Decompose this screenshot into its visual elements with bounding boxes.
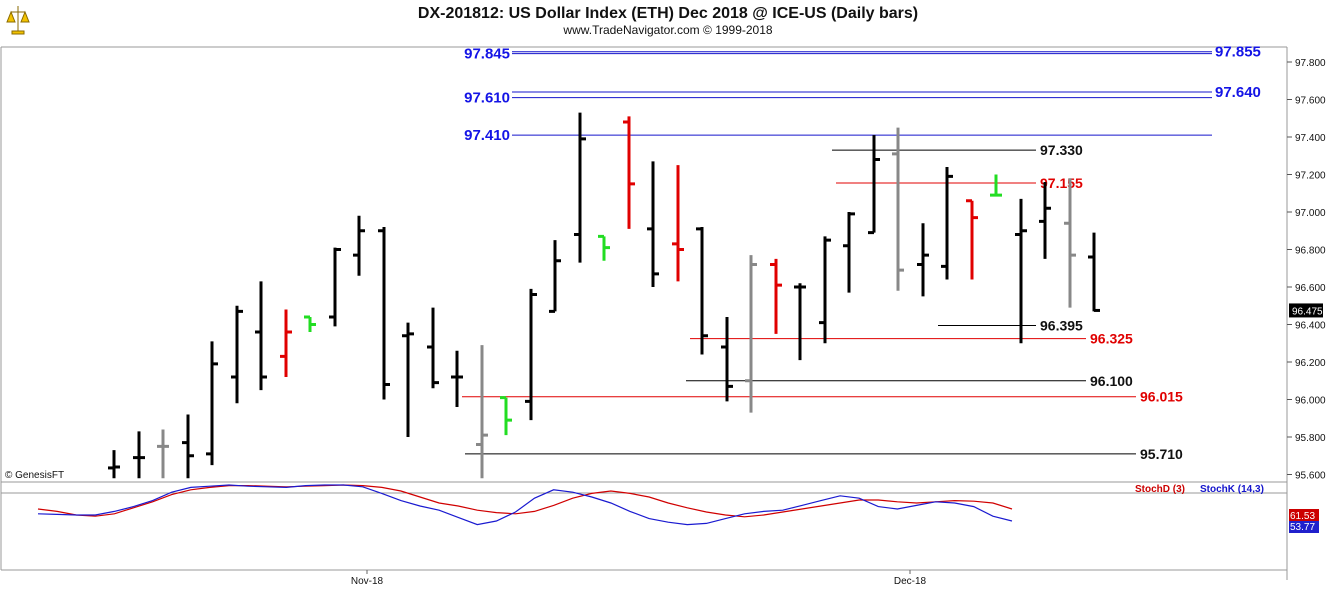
y-tick-label: 95.600 (1295, 471, 1326, 482)
ohlc-bar (990, 174, 1002, 197)
ohlc-bar (500, 396, 512, 436)
y-tick-label: 96.200 (1295, 358, 1326, 369)
price-bars (108, 112, 1100, 479)
level-label: 97.330 (1040, 142, 1083, 158)
ohlc-bar (157, 429, 169, 479)
ohlc-bar (206, 341, 218, 466)
ohlc-bar (231, 305, 243, 404)
stoch-k-value: 53.77 (1290, 522, 1315, 533)
ohlc-bar (868, 135, 880, 235)
ohlc-bar (941, 167, 953, 280)
ohlc-bar (476, 345, 488, 479)
level-label: 96.395 (1040, 317, 1083, 333)
ohlc-bar (108, 450, 120, 479)
ohlc-bar (917, 223, 929, 297)
level-label: 96.100 (1090, 373, 1133, 389)
ohlc-bar (1088, 232, 1100, 312)
x-tick-nov: Nov-18 (351, 576, 384, 587)
ohlc-bar (549, 240, 561, 313)
ohlc-bar (402, 322, 414, 437)
level-label: 96.015 (1140, 389, 1183, 405)
ohlc-bar (721, 317, 733, 402)
y-tick-label: 95.800 (1295, 433, 1326, 444)
chart-title: DX-201812: US Dollar Index (ETH) Dec 201… (418, 5, 918, 22)
level-label: 97.855 (1215, 44, 1261, 61)
y-tick-label: 96.600 (1295, 283, 1326, 294)
ohlc-bar (1039, 182, 1051, 259)
logo-icon (6, 6, 30, 35)
ohlc-bar (696, 227, 708, 355)
y-axis: 97.800 97.600 97.400 97.200 97.000 96.800 96.6… (1287, 58, 1326, 482)
ohlc-bar (819, 236, 831, 344)
ohlc-bar (451, 350, 463, 407)
y-tick-label: 97.800 (1295, 58, 1326, 69)
stoch-k-legend: StochK (14,3) (1200, 484, 1264, 495)
y-tick-label: 97.400 (1295, 133, 1326, 144)
ohlc-bar (623, 116, 635, 229)
ohlc-bar (770, 258, 782, 334)
ohlc-bar (427, 307, 439, 389)
stochastic-panel (37, 484, 1013, 526)
ohlc-bar (892, 127, 904, 291)
ohlc-bar (574, 112, 586, 263)
ohlc-bar (353, 215, 365, 276)
level-label: 97.410 (464, 127, 510, 144)
ohlc-bar (966, 199, 978, 280)
level-label: 95.710 (1140, 446, 1183, 462)
stoch-d-legend: StochD (3) (1135, 484, 1185, 495)
y-tick-label: 97.000 (1295, 208, 1326, 219)
ohlc-bar (745, 255, 757, 413)
price-levels: 97.845 97.855 97.610 97.640 97.410 97.330 97.1… (462, 44, 1261, 462)
ohlc-bar (647, 161, 659, 287)
chart-subtitle: www.TradeNavigator.com © 1999-2018 (562, 23, 772, 37)
y-tick-label: 96.400 (1295, 321, 1326, 332)
level-label: 97.640 (1215, 84, 1261, 101)
ohlc-bar (329, 247, 341, 327)
last-price-badge: 96.475 (1289, 303, 1323, 318)
x-tick-dec: Dec-18 (894, 576, 927, 587)
ohlc-bar (1064, 178, 1076, 308)
stoch-d-value: 61.53 (1290, 511, 1315, 522)
stoch-series-line (37, 484, 1013, 526)
ohlc-bar (794, 283, 806, 361)
y-tick-label: 97.200 (1295, 171, 1326, 182)
level-label: 97.610 (464, 90, 510, 107)
last-price-value: 96.475 (1292, 306, 1323, 317)
ohlc-bar (304, 315, 316, 332)
ohlc-bar (525, 288, 537, 421)
ohlc-bar (672, 165, 684, 282)
stoch-series-line (37, 484, 1013, 518)
ohlc-bar (1015, 198, 1027, 344)
copyright-label: © GenesisFT (5, 470, 64, 481)
level-label: 97.845 (464, 46, 510, 63)
ohlc-bar (843, 212, 855, 293)
stoch-k-value-badge: 53.77 (1289, 521, 1319, 533)
ohlc-bar (598, 234, 610, 261)
ohlc-bar (182, 414, 194, 479)
stoch-d-value-badge: 61.53 (1289, 509, 1319, 522)
ohlc-bar (378, 227, 390, 400)
ohlc-bar (280, 309, 292, 377)
level-label: 97.155 (1040, 175, 1083, 191)
y-tick-label: 97.600 (1295, 96, 1326, 107)
ohlc-bar (133, 431, 145, 479)
ohlc-bar (255, 281, 267, 391)
y-tick-label: 96.000 (1295, 396, 1326, 407)
y-tick-label: 96.800 (1295, 246, 1326, 257)
level-label: 96.325 (1090, 331, 1133, 347)
